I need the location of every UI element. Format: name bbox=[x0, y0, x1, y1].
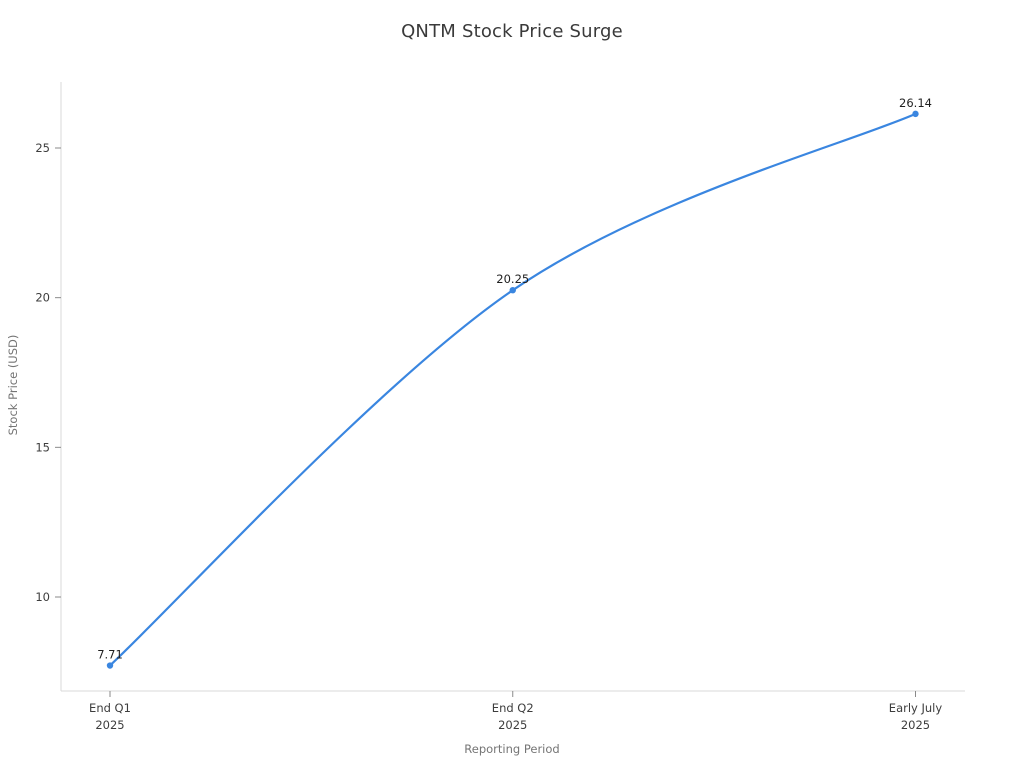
x-axis-title: Reporting Period bbox=[464, 742, 560, 756]
y-tick-label: 25 bbox=[35, 141, 50, 155]
x-tick-label: 2025 bbox=[498, 718, 527, 732]
data-point-marker bbox=[106, 662, 114, 669]
x-tick-label: End Q1 bbox=[89, 701, 131, 715]
y-tick-label: 15 bbox=[35, 440, 50, 454]
x-tick-label: 2025 bbox=[95, 718, 124, 732]
data-point-marker bbox=[912, 110, 919, 118]
x-tick-label: End Q2 bbox=[492, 701, 534, 715]
data-point-marker bbox=[509, 286, 516, 294]
data-point-label: 20.25 bbox=[496, 272, 529, 286]
data-point-label: 26.14 bbox=[899, 96, 932, 110]
chart-title: QNTM Stock Price Surge bbox=[401, 21, 623, 42]
y-tick-label: 10 bbox=[35, 590, 50, 604]
data-point-label: 7.71 bbox=[97, 648, 123, 662]
series-line bbox=[108, 112, 917, 667]
x-tick-label: Early July bbox=[889, 701, 943, 715]
y-tick-label: 20 bbox=[35, 291, 50, 305]
x-tick-label: 2025 bbox=[901, 718, 930, 732]
